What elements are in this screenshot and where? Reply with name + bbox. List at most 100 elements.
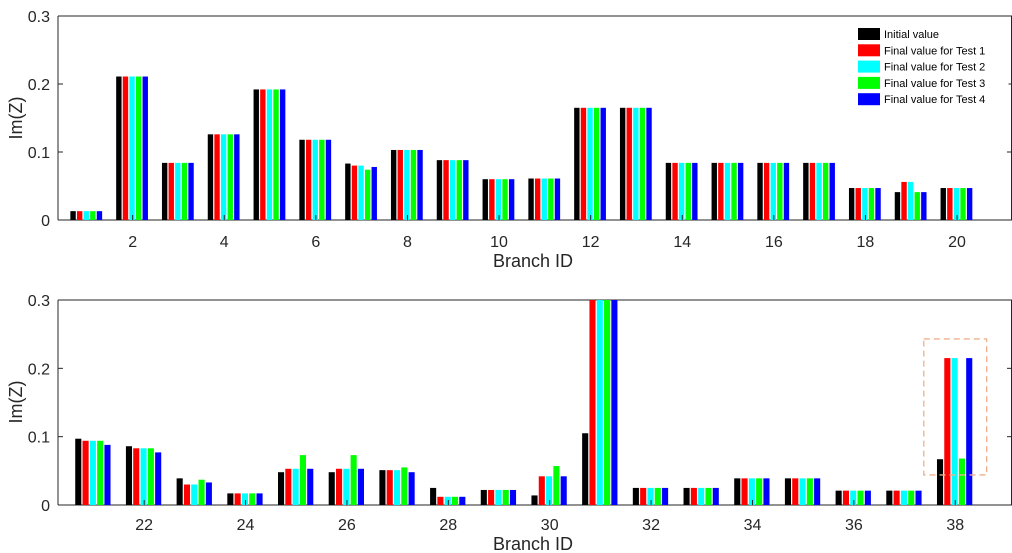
bar-38-3 <box>951 358 958 505</box>
bar-21-1 <box>75 438 82 505</box>
bar-23-4 <box>198 479 205 505</box>
bar-25-4 <box>299 455 306 505</box>
y-tick-label: 0.3 <box>28 9 50 26</box>
bar-28-1 <box>430 487 437 505</box>
bar-15-5 <box>737 162 744 220</box>
x-axis-label: Branch ID <box>493 251 573 271</box>
bar-29-3 <box>495 489 502 505</box>
bar-31-1 <box>582 433 589 505</box>
x-tick-label: 32 <box>642 517 660 534</box>
bar-18-3 <box>862 188 868 220</box>
bar-13-1 <box>619 107 626 220</box>
bar-4-2 <box>214 134 220 220</box>
bar-16-1 <box>757 162 763 220</box>
bar-22-4 <box>147 448 154 505</box>
bar-2-5 <box>142 76 148 221</box>
legend-label-2: Final value for Test 1 <box>884 45 985 57</box>
bar-25-3 <box>292 468 299 505</box>
bar-25-1 <box>277 472 285 505</box>
bar-21-2 <box>82 440 89 505</box>
bar-22-5 <box>155 452 162 505</box>
bar-28-2 <box>437 496 444 505</box>
bar-9-3 <box>449 160 456 220</box>
bar-1-2 <box>76 211 83 220</box>
bar-27-4 <box>401 467 408 505</box>
bar-4-1 <box>207 134 214 220</box>
bar-20-5 <box>966 188 973 220</box>
bar-26-3 <box>343 468 350 505</box>
bar-22-1 <box>125 446 133 505</box>
bar-23-1 <box>176 478 183 505</box>
bar-13-2 <box>626 107 632 220</box>
bar-18-1 <box>848 188 855 220</box>
y-tick-label: 0 <box>41 498 50 515</box>
bar-20-1 <box>940 188 946 220</box>
bar-12-3 <box>587 107 593 220</box>
bottom-bar-chart: 0 0.1 0.2 0.3 22 24 26 28 30 32 34 36 38 Branch ID Im(… <box>6 293 1012 553</box>
bar-6-2 <box>305 139 312 220</box>
legend-swatch-1 <box>858 28 880 40</box>
bar-11-3 <box>541 178 547 220</box>
bar-14-4 <box>685 162 691 220</box>
bar-33-5 <box>712 487 719 505</box>
y-tick-label: 0.2 <box>28 77 50 94</box>
bar-37-5 <box>915 490 922 505</box>
bar-20-2 <box>947 188 953 220</box>
bar-27-2 <box>386 470 393 505</box>
bar-5-3 <box>266 89 273 220</box>
bar-19-1 <box>894 192 901 220</box>
bar-12-5 <box>600 107 606 220</box>
legend-label-4: Final value for Test 3 <box>884 78 985 90</box>
bar-6-3 <box>312 139 318 220</box>
bar-35-4 <box>806 478 813 505</box>
bar-1-5 <box>96 211 103 220</box>
bar-12-2 <box>580 107 587 220</box>
bar-21-5 <box>104 444 111 505</box>
bar-23-3 <box>191 484 198 505</box>
x-tick-label: 2 <box>128 234 137 251</box>
x-tick-label: 22 <box>135 517 153 534</box>
bar-16-5 <box>783 162 790 220</box>
bar-6-4 <box>319 139 325 220</box>
bar-34-3 <box>748 478 755 505</box>
y-tick-label: 0.2 <box>28 361 50 378</box>
top-bar-chart: 0 0.1 0.2 0.3 2 4 6 8 10 12 14 16 18 20 Branch ID Im(Z) <box>6 9 1012 271</box>
bar-36-1 <box>835 490 842 505</box>
x-tick-label: 6 <box>311 234 320 251</box>
bar-16-2 <box>763 162 770 220</box>
bar-34-5 <box>763 478 770 505</box>
bar-4-3 <box>220 134 227 220</box>
bar-24-3 <box>241 493 249 505</box>
bar-26-5 <box>357 468 364 505</box>
bar-17-3 <box>816 162 822 220</box>
bar-17-2 <box>809 162 816 220</box>
bar-31-5 <box>611 300 618 505</box>
legend-swatch-2 <box>858 44 880 57</box>
bar-9-5 <box>463 160 469 220</box>
bar-32-2 <box>640 487 647 505</box>
bar-8-1 <box>390 149 397 220</box>
y-axis-label: Im(Z) <box>6 381 26 424</box>
bar-2-4 <box>135 76 142 221</box>
bar-7-1 <box>345 163 351 220</box>
x-tick-label: 24 <box>237 517 255 534</box>
bar-31-4 <box>604 300 611 505</box>
bar-1-1 <box>70 211 76 220</box>
bar-37-1 <box>886 490 893 505</box>
bar-32-3 <box>647 487 654 505</box>
x-tick-label: 8 <box>403 234 412 251</box>
bar-11-5 <box>554 178 561 220</box>
bar-15-2 <box>718 162 724 220</box>
y-tick-label: 0.3 <box>28 293 50 310</box>
bar-24-2 <box>234 493 241 505</box>
x-tick-label: 20 <box>948 234 966 251</box>
bar-5-5 <box>279 89 286 220</box>
x-tick-label: 10 <box>490 234 508 251</box>
x-tick-label: 36 <box>845 517 863 534</box>
bar-12-4 <box>593 107 600 220</box>
bar-5-1 <box>253 89 259 220</box>
x-tick-label: 16 <box>765 234 783 251</box>
y-tick-label: 0 <box>41 213 50 230</box>
bar-30-1 <box>531 495 538 505</box>
